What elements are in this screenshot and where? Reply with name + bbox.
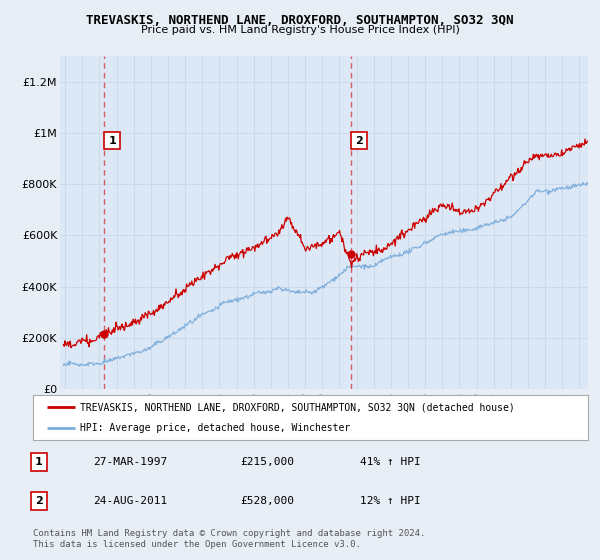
Text: Price paid vs. HM Land Registry's House Price Index (HPI): Price paid vs. HM Land Registry's House … [140,25,460,35]
Text: 12% ↑ HPI: 12% ↑ HPI [360,496,421,506]
Text: 1: 1 [108,136,116,146]
Text: 41% ↑ HPI: 41% ↑ HPI [360,457,421,467]
Text: TREVASKIS, NORTHEND LANE, DROXFORD, SOUTHAMPTON, SO32 3QN: TREVASKIS, NORTHEND LANE, DROXFORD, SOUT… [86,14,514,27]
Text: Contains HM Land Registry data © Crown copyright and database right 2024.
This d: Contains HM Land Registry data © Crown c… [33,529,425,549]
Text: 27-MAR-1997: 27-MAR-1997 [93,457,167,467]
Text: 1: 1 [35,457,43,467]
Text: 2: 2 [35,496,43,506]
Text: HPI: Average price, detached house, Winchester: HPI: Average price, detached house, Winc… [80,423,350,433]
Text: £528,000: £528,000 [240,496,294,506]
Text: 2: 2 [355,136,363,146]
Text: TREVASKIS, NORTHEND LANE, DROXFORD, SOUTHAMPTON, SO32 3QN (detached house): TREVASKIS, NORTHEND LANE, DROXFORD, SOUT… [80,402,515,412]
Text: £215,000: £215,000 [240,457,294,467]
Text: 24-AUG-2011: 24-AUG-2011 [93,496,167,506]
